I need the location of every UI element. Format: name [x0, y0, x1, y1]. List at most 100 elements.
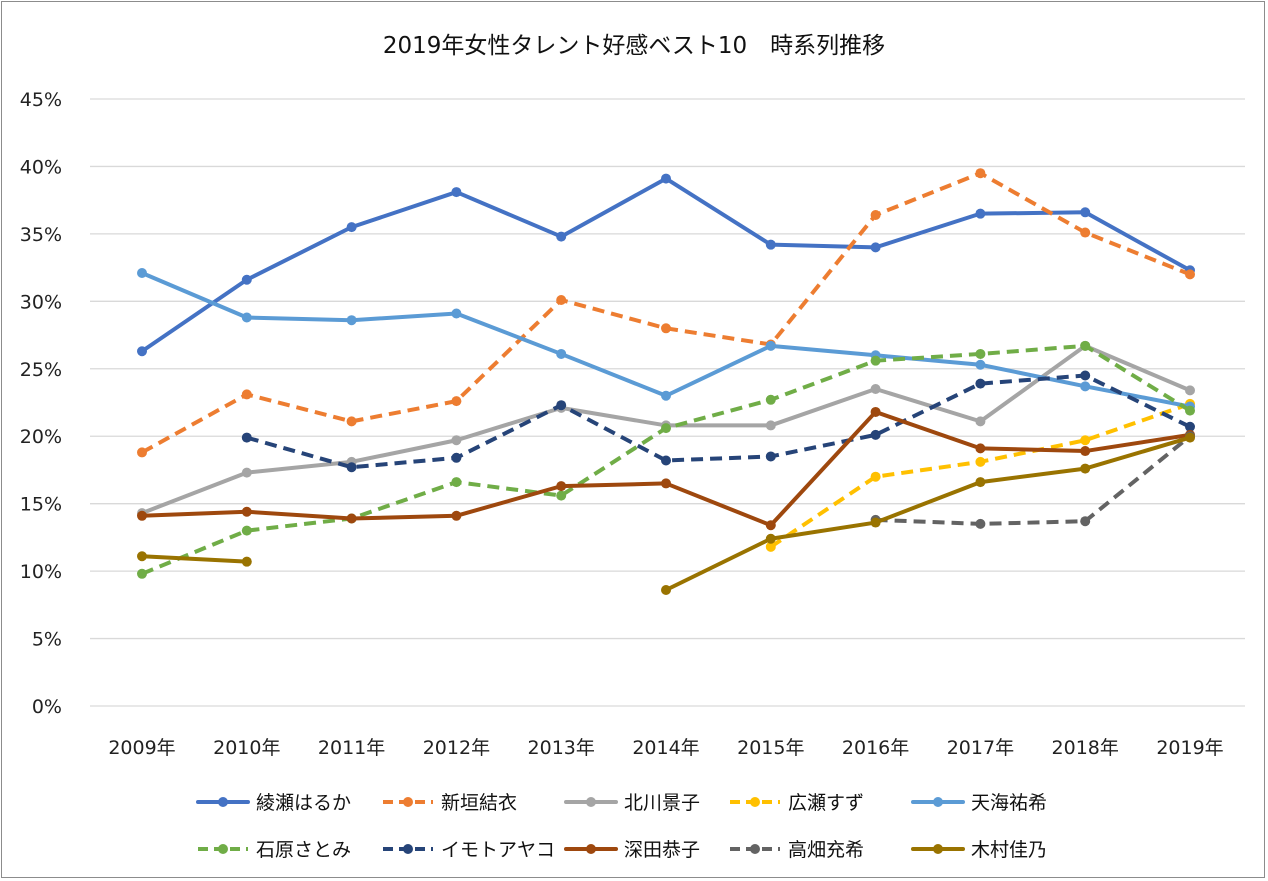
data-point [556, 348, 567, 359]
series-line [140, 554, 249, 564]
data-point [451, 452, 462, 463]
series-line [246, 373, 1191, 470]
series-1 [137, 173, 1195, 357]
x-tick-label: 2017年 [947, 737, 1014, 759]
data-point [137, 268, 147, 279]
legend-item: 新垣結衣 [383, 792, 517, 814]
x-axis-ticks: 2009年 2010年 2011年 2012年 2013年 2014年 2015年 2016年… [108, 737, 1223, 759]
series-5 [137, 268, 1195, 412]
legend-marker [403, 797, 413, 807]
legend-marker [933, 844, 943, 854]
data-point [1080, 435, 1091, 446]
data-point [765, 451, 776, 462]
data-point [137, 346, 147, 357]
legend-label: 木村佳乃 [971, 839, 1047, 861]
data-point [661, 455, 671, 466]
data-point [451, 435, 462, 446]
legend-label: 綾瀬はるか [256, 792, 351, 814]
data-point [1080, 370, 1091, 381]
data-point [870, 517, 881, 528]
data-point [1185, 385, 1195, 396]
data-point [870, 384, 881, 395]
data-point [870, 406, 881, 417]
data-point [556, 400, 567, 411]
x-tick-label: 2019年 [1156, 737, 1223, 759]
legend-marker [218, 797, 228, 807]
legend-label: 広瀬すず [788, 792, 864, 814]
data-point [346, 513, 357, 524]
series-line [875, 434, 1192, 526]
legend-item: 高畑充希 [730, 839, 864, 861]
data-point [765, 520, 776, 531]
data-point [975, 518, 986, 529]
data-point [241, 389, 252, 400]
series-line [141, 171, 1191, 455]
data-point [556, 231, 567, 242]
data-point [661, 323, 671, 334]
data-point [137, 510, 147, 521]
x-tick-label: 2010年 [213, 737, 280, 759]
data-point [1185, 421, 1195, 432]
chart-title: 2019年女性タレント好感ベスト10 時系列推移 [383, 33, 885, 59]
legend-label: 石原さとみ [256, 839, 351, 861]
data-point [1080, 516, 1091, 527]
data-point [241, 506, 252, 517]
series-4 [765, 398, 1195, 552]
data-point [870, 355, 881, 366]
data-point [137, 447, 147, 458]
data-point [870, 429, 881, 440]
data-point [975, 443, 986, 454]
y-tick-label: 15% [20, 494, 62, 516]
data-point [765, 420, 776, 431]
legend-marker [750, 844, 760, 854]
data-point [1080, 463, 1091, 474]
data-point [451, 308, 462, 319]
legend-label: 天海祐希 [971, 792, 1047, 814]
series-lines [137, 168, 1195, 595]
legend-item: イモトアヤコ [383, 839, 555, 861]
data-point [1080, 227, 1091, 238]
legend-label: 深田恭子 [624, 839, 700, 861]
data-point [241, 312, 252, 323]
data-point [346, 222, 357, 233]
data-point [241, 274, 252, 285]
x-tick-label: 2014年 [632, 737, 699, 759]
y-tick-label: 20% [20, 426, 62, 448]
series-line [664, 435, 1192, 592]
legend-label: 高畑充希 [788, 839, 864, 861]
data-point [1080, 207, 1091, 218]
y-tick-label: 35% [20, 224, 62, 246]
data-point [1185, 432, 1195, 443]
y-axis-ticks: 0% 5% 10% 15% 20% 25% 30% 35% 40% 45% [20, 89, 62, 718]
data-point [451, 396, 462, 407]
series-line [140, 271, 1192, 409]
data-point [556, 481, 567, 492]
series-7 [241, 370, 1195, 473]
legend-label: イモトアヤコ [441, 839, 555, 861]
data-point [870, 242, 881, 253]
data-point [975, 456, 986, 467]
legend-marker [403, 844, 413, 854]
data-point [241, 467, 252, 478]
legend-marker [933, 797, 943, 807]
legend-item: 綾瀬はるか [196, 792, 351, 814]
data-point [451, 477, 462, 488]
data-point [765, 533, 776, 544]
data-point [556, 490, 567, 501]
data-point [1080, 446, 1091, 457]
series-9 [870, 431, 1195, 529]
data-point [975, 477, 986, 488]
data-point [241, 525, 252, 536]
data-point [975, 359, 986, 370]
data-point [1185, 269, 1195, 280]
data-point [765, 340, 776, 351]
legend-marker [586, 844, 596, 854]
y-tick-label: 45% [20, 89, 62, 111]
legend-marker [218, 844, 228, 854]
data-point [1080, 381, 1091, 392]
legend-item: 北川景子 [564, 792, 700, 814]
data-point [556, 294, 567, 305]
